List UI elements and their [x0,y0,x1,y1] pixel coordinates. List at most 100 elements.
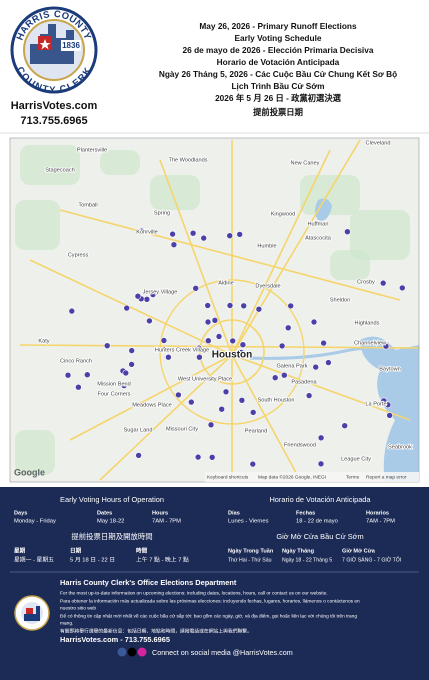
polling-marker [165,353,172,361]
polling-marker [284,324,292,332]
polling-marker [204,318,212,326]
place-label: New Caney [291,160,320,166]
schedule-header: Dates [97,510,112,516]
polling-marker [325,359,332,366]
schedule-value: May 18-22 [97,519,124,525]
polling-marker [170,241,178,248]
phone: 713.755.6965 [20,115,87,127]
place-label: Plantersville [77,147,107,153]
schedule-title: Horario de Votación Anticipada [269,495,371,504]
polling-marker [271,374,279,382]
schedule-value: 7AM - 7PM [152,519,181,525]
place-label: Channelview [354,340,387,346]
polling-marker [161,346,169,353]
schedule-title: 提前投票日期及開放時間 [71,532,152,541]
schedule-title: Early Voting Hours of Operation [60,495,164,504]
logo-year-box [61,40,81,51]
polling-marker [175,391,182,399]
polling-marker [249,460,257,468]
polling-marker [278,342,286,350]
schedule-value: 上午 7 點 - 晚上 7 點 [136,556,189,564]
schedule-header: Días [228,510,240,516]
polling-marker [120,382,128,389]
place-label: Tomball [78,202,97,208]
polling-marker [211,316,219,324]
place-label: South Houston [257,397,294,403]
logo-year: 1836 [62,41,80,50]
schedule-value: Lunes - Viernes [228,519,269,525]
polling-marker [137,227,145,235]
social-icons [117,647,147,657]
place-label: Atascocita [305,235,332,241]
park-area [150,175,200,210]
park-area [330,250,370,280]
polling-marker [239,341,247,349]
polling-marker [229,337,236,345]
footer-social: Connect on social media @HarrisVotes.com [152,648,293,657]
polling-marker [226,302,234,309]
place-label: Aldine [218,280,234,286]
highway [29,149,331,357]
polling-marker [287,302,295,310]
footer-line: Para obtener la información más actualiz… [60,598,360,604]
place-label: Spring [154,210,170,216]
schedule-header: 星期 [14,546,26,554]
place-label: League City [341,456,371,462]
header-line: Early Voting Schedule [235,33,322,43]
polling-marker [344,228,351,235]
place-label: Stagecoach [45,167,75,173]
schedule-header: Fechas [296,510,315,516]
place-label: Four Corners [98,391,131,397]
schedule-header: 時間 [136,546,148,554]
polling-marker [134,292,142,300]
header-line: Horario de Votación Anticipada [217,57,340,67]
polling-marker [122,369,130,377]
schedule-value: 5 月 18 日 - 22 日 [70,557,115,564]
map-attribution: Report a map error [366,474,407,480]
place-label: Meadows Place [132,402,172,408]
polling-marker [204,302,211,309]
beltway-road [159,279,305,425]
lake-water [315,198,332,221]
footer-logo [14,595,50,631]
polling-marker [379,279,387,287]
schedule-header: Giờ Mở Cửa [342,548,376,554]
highway [19,344,421,349]
footer-title: Harris County Clerk's Office Elections D… [60,578,237,587]
facebook-icon[interactable] [117,647,127,657]
polling-marker [237,349,245,356]
schedule-value: Monday - Friday [14,519,56,525]
polling-marker [398,284,406,292]
polling-marker [384,401,392,409]
place-label: Galena Park [276,363,307,369]
schedule-value: 7AM - 7PM [366,519,395,525]
polling-marker [240,302,247,310]
polling-marker [135,452,142,459]
place-label: Cinco Ranch [60,358,92,364]
polling-marker [68,307,76,315]
place-label: Cypress [68,252,89,258]
polling-marker [123,304,130,312]
place-label: Baytown [379,366,400,372]
place-label: Sheldon [330,297,351,303]
polling-marker [84,371,91,379]
place-label: Cleveland [366,140,391,146]
polling-marker [189,229,197,237]
polling-marker [160,337,168,344]
park-area [100,150,140,175]
place-label: Highlands [355,320,380,326]
place-label: Friendswood [284,442,316,448]
schedule-value: 星期一 - 星期五 [14,557,54,564]
polling-marker [200,234,207,242]
map-attribution: Terms [346,474,360,480]
schedule-header: Ngày Tháng [282,548,315,554]
place-label: Kingwood [271,211,296,217]
polling-marker [128,361,135,368]
schedule-value: Ngày 18 - 22 Tháng 5 [282,557,332,563]
place-label: Houston [212,350,253,361]
park-area [300,175,360,215]
instagram-icon[interactable] [137,647,147,657]
x-icon[interactable] [127,647,137,657]
footer-line: nuestro sitio web [60,605,96,611]
